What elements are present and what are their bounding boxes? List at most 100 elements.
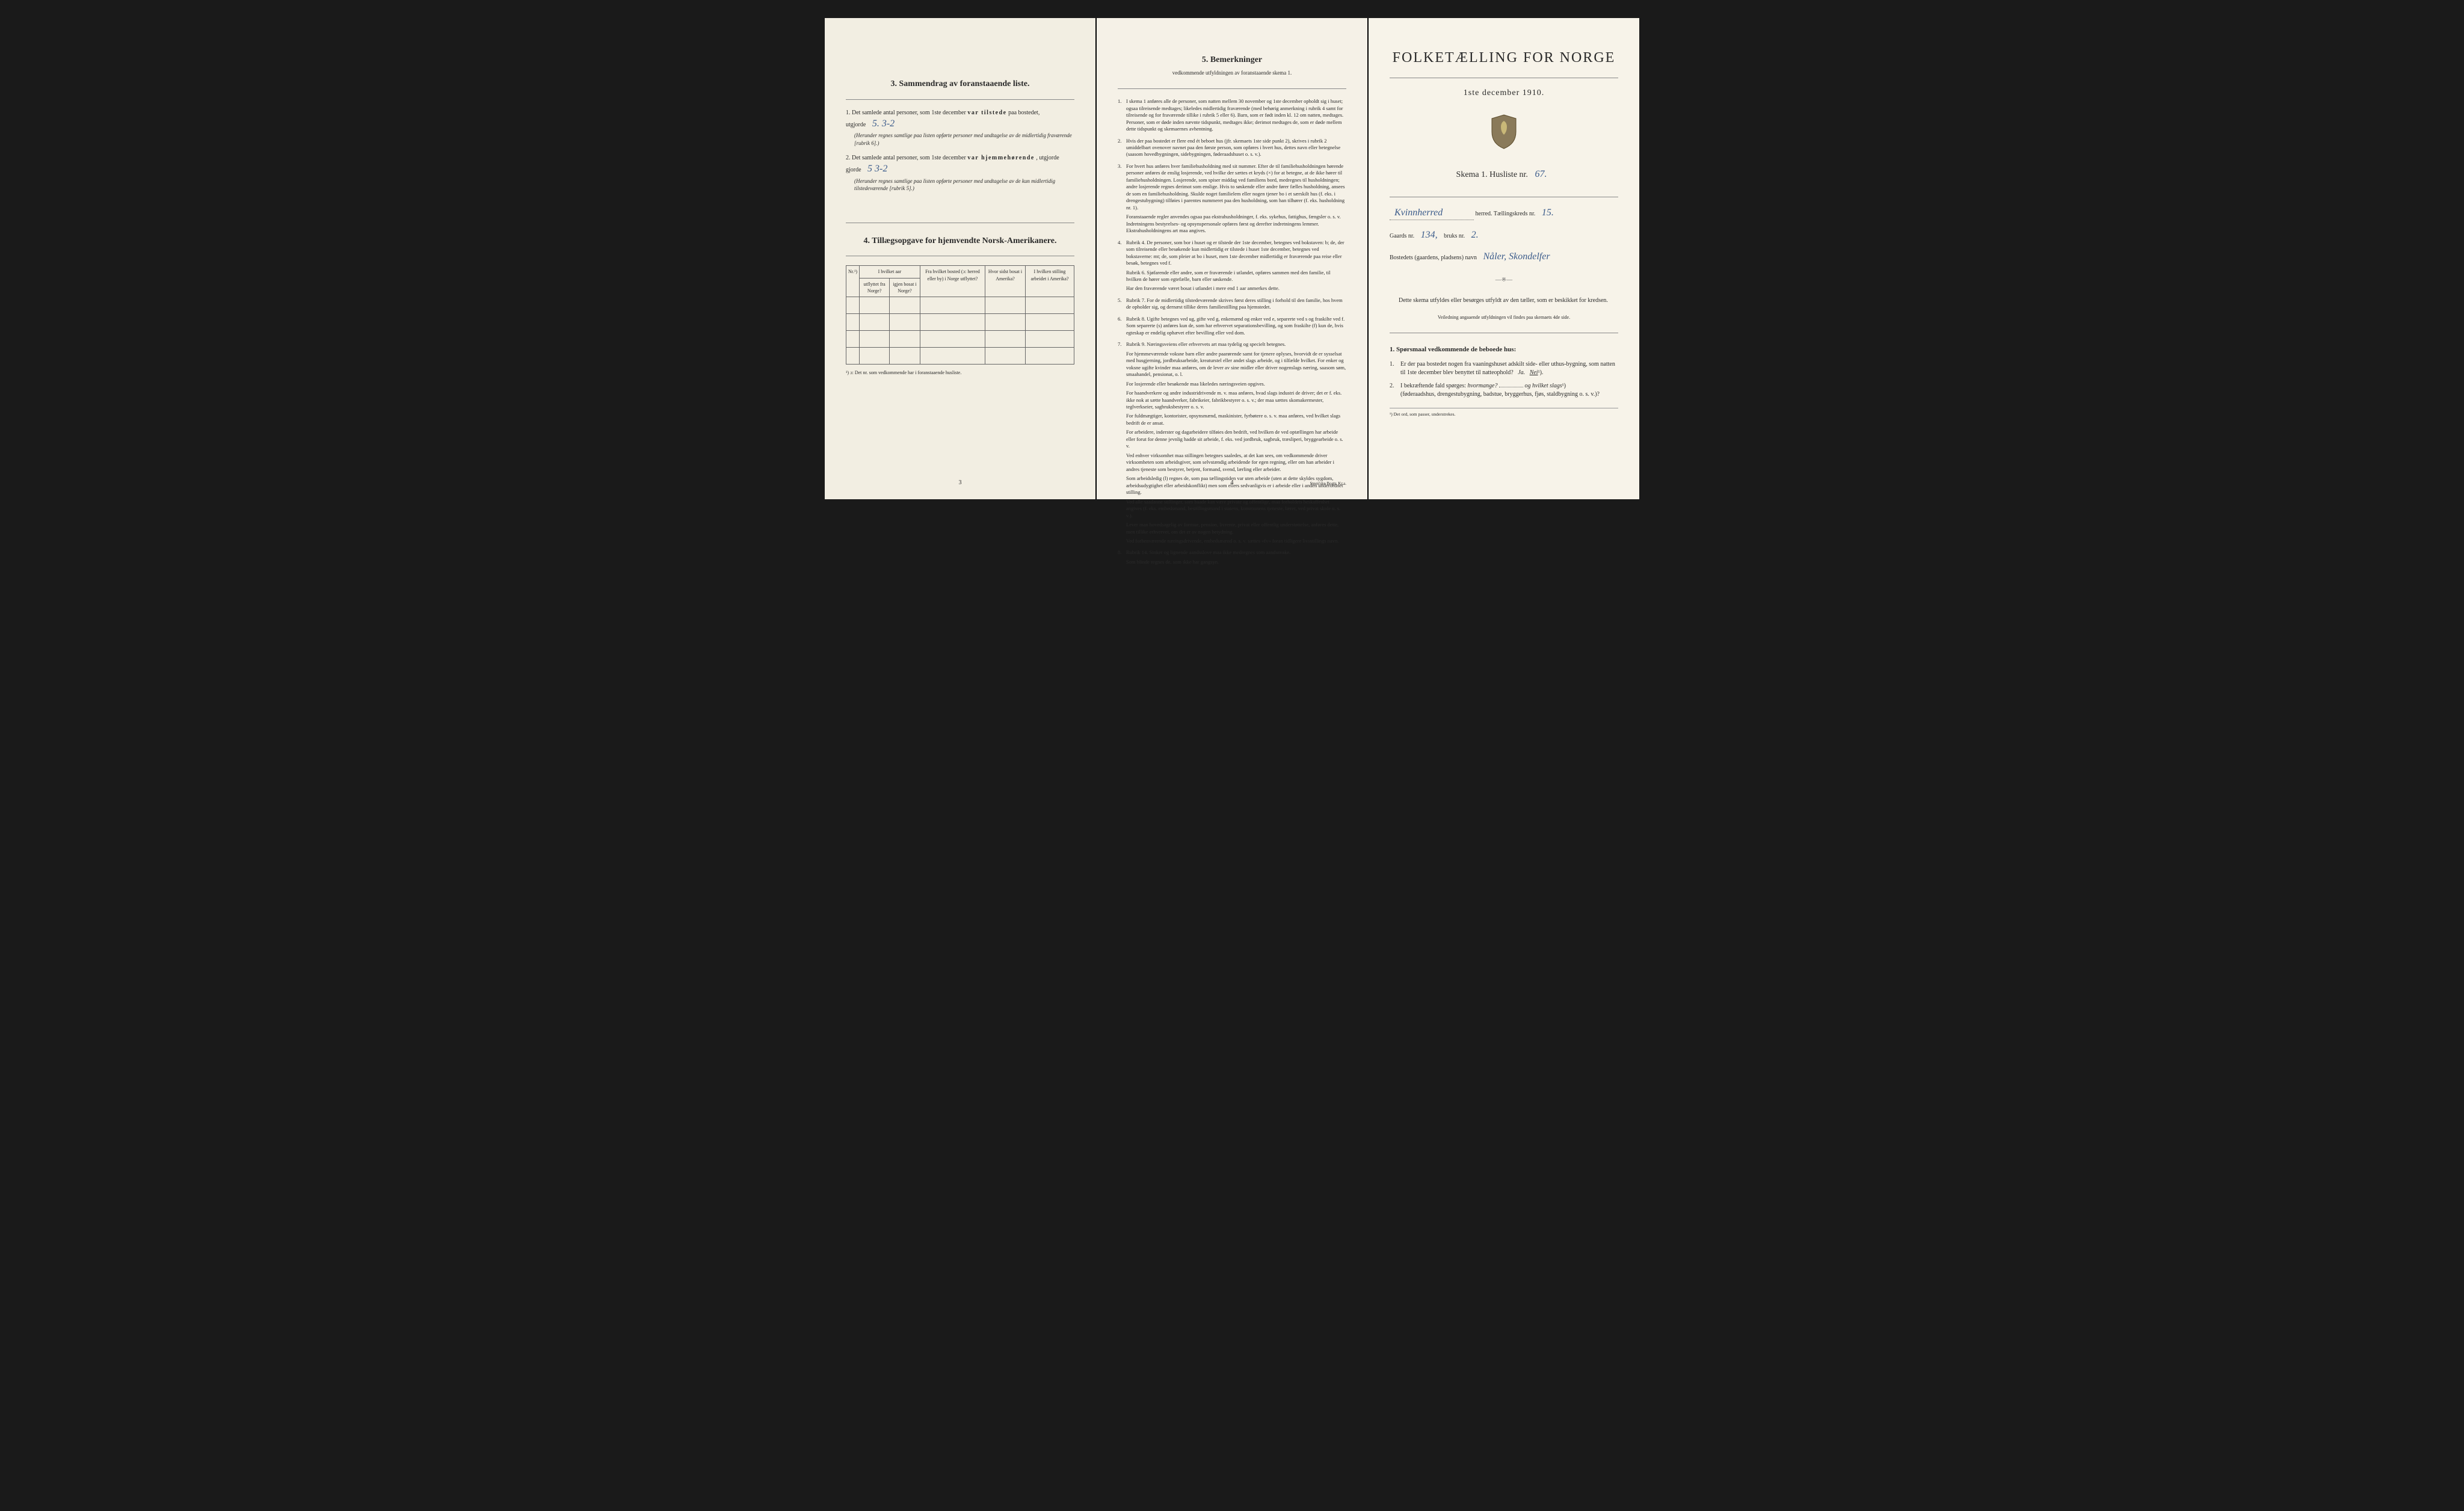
section-3-title: 3. Sammendrag av foranstaaende liste. xyxy=(846,78,1074,90)
item-1-utgjorde: utgjorde xyxy=(846,122,866,128)
section-4-title: 4. Tillægsopgave for hjemvendte Norsk-Am… xyxy=(846,235,1074,247)
remark-extra: Ved enhver virksomhet maa stillingen bet… xyxy=(1126,452,1346,473)
item-1-paren: (Herunder regnes samtlige paa listen opf… xyxy=(854,132,1074,147)
page-number: 4 xyxy=(1231,479,1234,487)
item-2: 2. Det samlede antal personer, som 1ste … xyxy=(846,154,1074,192)
remark-extra: Ved alle saadanne stillinger, som baade … xyxy=(1126,499,1346,519)
remark-num: 3. xyxy=(1118,163,1121,170)
q1-text: Er der paa bostedet nogen fra vaaningshu… xyxy=(1400,361,1615,376)
q2-paren: (føderaadshus, drengestubygning, badstue… xyxy=(1400,391,1600,398)
remark-extra: For fuldmægtiger, kontorister, opsynsmæn… xyxy=(1126,413,1346,426)
remark-extra: For haandverkere og andre industridriven… xyxy=(1126,390,1346,410)
th-bosted: Fra hvilket bosted (ɔ: herred eller by) … xyxy=(920,266,985,297)
herred-line: Kvinnherred herred. Tællingskreds nr. 15… xyxy=(1390,206,1618,220)
remark-extra: Som blinde regnes de, som ikke har gangs… xyxy=(1126,559,1346,565)
remark-num: 1. xyxy=(1118,98,1121,105)
remark-5: 5. Rubrik 7. For de midlertidig tilstede… xyxy=(1118,297,1346,311)
bosted-line: Bostedets (gaardens, pladsens) navn Nåle… xyxy=(1390,250,1618,263)
remark-text: Rubrik 8. Ugifte betegnes ved ug, gifte … xyxy=(1126,316,1344,336)
gaards-label: Gaards nr. xyxy=(1390,233,1414,239)
divider xyxy=(1118,88,1346,89)
q1-sup: ¹). xyxy=(1538,369,1544,376)
remark-extra: For losjerende eller besøkende maa likel… xyxy=(1126,381,1346,387)
kreds-nr: 15. xyxy=(1537,208,1559,218)
page-1: 3. Sammendrag av foranstaaende liste. 1.… xyxy=(825,18,1095,499)
item-1-value: 5. 3-2 xyxy=(867,118,899,129)
bruks-nr: 2. xyxy=(1467,230,1483,240)
census-date: 1ste december 1910. xyxy=(1390,87,1618,99)
q2-hvor: hvormange? xyxy=(1467,383,1497,389)
section-5-subtitle: vedkommende utfyldningen av foranstaaend… xyxy=(1118,69,1346,77)
main-title: FOLKETÆLLING FOR NORGE xyxy=(1390,48,1618,69)
th-aar: I hvilket aar xyxy=(860,266,920,278)
remark-text: I skema 1 anføres alle de personer, som … xyxy=(1126,98,1343,132)
page-number: 3 xyxy=(959,479,962,487)
remark-extra: For arbeidere, inderster og dagarbeidere… xyxy=(1126,429,1346,449)
remark-extra: Ved forhenværende næringsdrivende, embed… xyxy=(1126,538,1346,544)
remarks-list: 1. I skema 1 anføres alle de personer, s… xyxy=(1118,98,1346,565)
instruction-small: Veiledning angaaende utfyldningen vil fi… xyxy=(1390,314,1618,321)
section-3: 3. Sammendrag av foranstaaende liste. 1.… xyxy=(846,78,1074,192)
coat-of-arms-icon xyxy=(1390,114,1618,153)
norsk-amerikanere-table: Nr.¹) I hvilket aar Fra hvilket bosted (… xyxy=(846,265,1074,365)
remark-text: Hvis der paa bostedet er flere end ét be… xyxy=(1126,138,1340,158)
item-1-bold: var tilstede xyxy=(967,109,1006,116)
question-1: 1. Er der paa bostedet nogen fra vaaning… xyxy=(1400,360,1618,377)
remark-text: Rubrik 4. De personer, som bor i huset o… xyxy=(1126,239,1344,266)
census-document: 3. Sammendrag av foranstaaende liste. 1.… xyxy=(825,18,1639,499)
item-1: 1. Det samlede antal personer, som 1ste … xyxy=(846,109,1074,147)
remark-4: 4. Rubrik 4. De personer, som bor i huse… xyxy=(1118,239,1346,292)
q1-num: 1. xyxy=(1390,360,1394,369)
th-nr: Nr.¹) xyxy=(846,266,860,297)
th-utflyttet: utflyttet fra Norge? xyxy=(860,278,890,297)
printer-credit: Steen'ske Bogtr. Kr.a. xyxy=(1310,481,1346,487)
item-1-text: 1. Det samlede antal personer, som 1ste … xyxy=(846,109,966,116)
q2-sup: ¹) xyxy=(1562,383,1566,389)
bosted-value: Nåler, Skondelfer xyxy=(1478,251,1554,262)
remark-num: 2. xyxy=(1118,138,1121,144)
remark-6: 6. Rubrik 8. Ugifte betegnes ved ug, gif… xyxy=(1118,316,1346,336)
remark-3: 3. For hvert hus anføres hver familiehus… xyxy=(1118,163,1346,235)
q1-ja: Ja. xyxy=(1518,369,1525,376)
remark-extra: Foranstaaende regler anvendes ogsaa paa … xyxy=(1126,214,1346,234)
page-2: 5. Bemerkninger vedkommende utfyldningen… xyxy=(1097,18,1367,499)
th-bosat: igjen bosat i Norge? xyxy=(890,278,920,297)
item-2-utgjorde-label: gjorde xyxy=(846,167,861,173)
item-2-value: 5 3-2 xyxy=(863,164,892,174)
remark-text: For hvert hus anføres hver familiehushol… xyxy=(1126,163,1345,211)
herred-value: Kvinnherred xyxy=(1390,206,1474,220)
item-1-suffix: paa bostedet, xyxy=(1008,109,1040,116)
question-header: 1. Spørsmaal vedkommende de beboede hus: xyxy=(1390,345,1618,354)
page-3: FOLKETÆLLING FOR NORGE 1ste december 191… xyxy=(1369,18,1639,499)
ornament-icon: ―※― xyxy=(1390,276,1618,285)
gaards-nr: 134, xyxy=(1416,230,1443,240)
item-2-suffix: , utgjorde xyxy=(1036,155,1059,161)
table-row xyxy=(846,297,1074,313)
skema-line: Skema 1. Husliste nr. 67. xyxy=(1390,168,1618,181)
herred-label: herred. Tællingskreds nr. xyxy=(1476,211,1536,217)
instruction-text: Dette skema utfyldes eller besørges utfy… xyxy=(1390,297,1618,305)
remark-extra: Lever man hovedsagelig av formue, pensio… xyxy=(1126,522,1346,535)
q2-text-a: I bekræftende fald spørges: xyxy=(1400,383,1466,389)
bruks-label: bruks nr. xyxy=(1444,233,1465,239)
remark-7: 7. Rubrik 9. Næringsveiens eller erhverv… xyxy=(1118,341,1346,544)
remark-extra: Rubrik 6. Sjøfarende eller andre, som er… xyxy=(1126,269,1346,283)
table-row xyxy=(846,347,1074,364)
divider xyxy=(846,99,1074,100)
bosted-label: Bostedets (gaardens, pladsens) navn xyxy=(1390,254,1477,261)
remark-extra: Har den fraværende været bosat i utlande… xyxy=(1126,285,1346,292)
q1-nei: Nei xyxy=(1530,369,1538,376)
remark-num: 8. xyxy=(1118,549,1121,556)
question-block: 1. Spørsmaal vedkommende de beboede hus:… xyxy=(1390,345,1618,399)
item-2-bold: var hjemmehørende xyxy=(967,155,1035,161)
remark-num: 7. xyxy=(1118,341,1121,348)
gaards-line: Gaards nr. 134, bruks nr. 2. xyxy=(1390,229,1618,242)
remark-num: 4. xyxy=(1118,239,1121,246)
q2-num: 2. xyxy=(1390,382,1394,390)
husliste-nr: 67. xyxy=(1530,169,1551,179)
skema-label: Skema 1. Husliste nr. xyxy=(1456,170,1528,179)
section-4: 4. Tillægsopgave for hjemvendte Norsk-Am… xyxy=(846,223,1074,376)
th-stilling: I hvilken stilling arbeidet i Amerika? xyxy=(1026,266,1074,297)
q2-og: og hvilket slags xyxy=(1524,383,1562,389)
table-footnote: ¹) ɔ: Det nr. som vedkommende har i fora… xyxy=(846,369,1074,376)
